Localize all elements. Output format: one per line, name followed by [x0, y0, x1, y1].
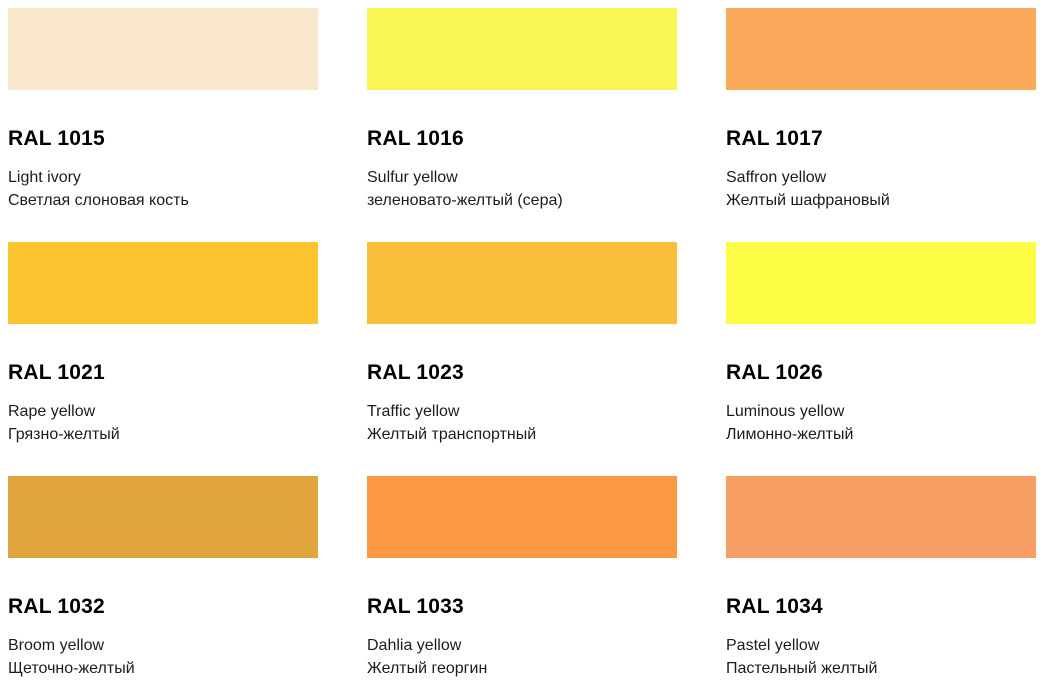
color-name-ru: Лимонно-желтый — [726, 426, 854, 443]
ral-color-card: RAL 1032 Broom yellow Щеточно-желтый — [8, 476, 318, 680]
color-name-en: Traffic yellow — [367, 403, 460, 420]
color-name-en: Luminous yellow — [726, 403, 845, 420]
color-name-ru: Светлая слоновая кость — [8, 192, 189, 209]
ral-code: RAL 1016 — [367, 127, 464, 150]
color-name-en: Pastel yellow — [726, 637, 820, 654]
color-name-ru: Желтый георгин — [367, 660, 488, 677]
color-name-en: Saffron yellow — [726, 169, 827, 186]
ral-color-card: RAL 1023 Traffic yellow Желтый транспорт… — [367, 242, 677, 446]
color-name-en: Dahlia yellow — [367, 637, 462, 654]
color-swatch — [726, 476, 1036, 558]
color-swatch — [367, 8, 677, 90]
color-swatch — [8, 242, 318, 324]
color-name-en: Sulfur yellow — [367, 169, 458, 186]
ral-color-card: RAL 1034 Pastel yellow Пастельный желтый — [726, 476, 1036, 680]
color-swatch — [8, 476, 318, 558]
color-name-en: Broom yellow — [8, 637, 105, 654]
ral-code: RAL 1017 — [726, 127, 823, 150]
color-name-ru: зеленовато-желтый (сера) — [367, 192, 563, 209]
ral-color-card: RAL 1026 Luminous yellow Лимонно-желтый — [726, 242, 1036, 446]
color-swatch — [726, 242, 1036, 324]
ral-code: RAL 1032 — [8, 595, 105, 618]
color-name-ru: Пастельный желтый — [726, 660, 878, 677]
color-name-ru: Щеточно-желтый — [8, 660, 135, 677]
ral-code: RAL 1021 — [8, 361, 105, 384]
color-name-ru: Желтый транспортный — [367, 426, 537, 443]
color-name-en: Rape yellow — [8, 403, 96, 420]
ral-code: RAL 1015 — [8, 127, 105, 150]
color-swatch — [8, 8, 318, 90]
color-name-ru: Грязно-желтый — [8, 426, 120, 443]
ral-code: RAL 1023 — [367, 361, 464, 384]
ral-color-card: RAL 1017 Saffron yellow Желтый шафрановы… — [726, 8, 1036, 212]
color-swatch — [726, 8, 1036, 90]
ral-color-card: RAL 1033 Dahlia yellow Желтый георгин — [367, 476, 677, 680]
color-name-en: Light ivory — [8, 169, 81, 186]
ral-color-card: RAL 1016 Sulfur yellow зеленовато-желтый… — [367, 8, 677, 212]
ral-color-card: RAL 1021 Rape yellow Грязно-желтый — [8, 242, 318, 446]
color-name-ru: Желтый шафрановый — [726, 192, 890, 209]
color-swatch — [367, 242, 677, 324]
ral-code: RAL 1034 — [726, 595, 823, 618]
ral-code: RAL 1033 — [367, 595, 464, 618]
color-swatch — [367, 476, 677, 558]
ral-code: RAL 1026 — [726, 361, 823, 384]
ral-color-card: RAL 1015 Light ivory Светлая слоновая ко… — [8, 8, 318, 212]
